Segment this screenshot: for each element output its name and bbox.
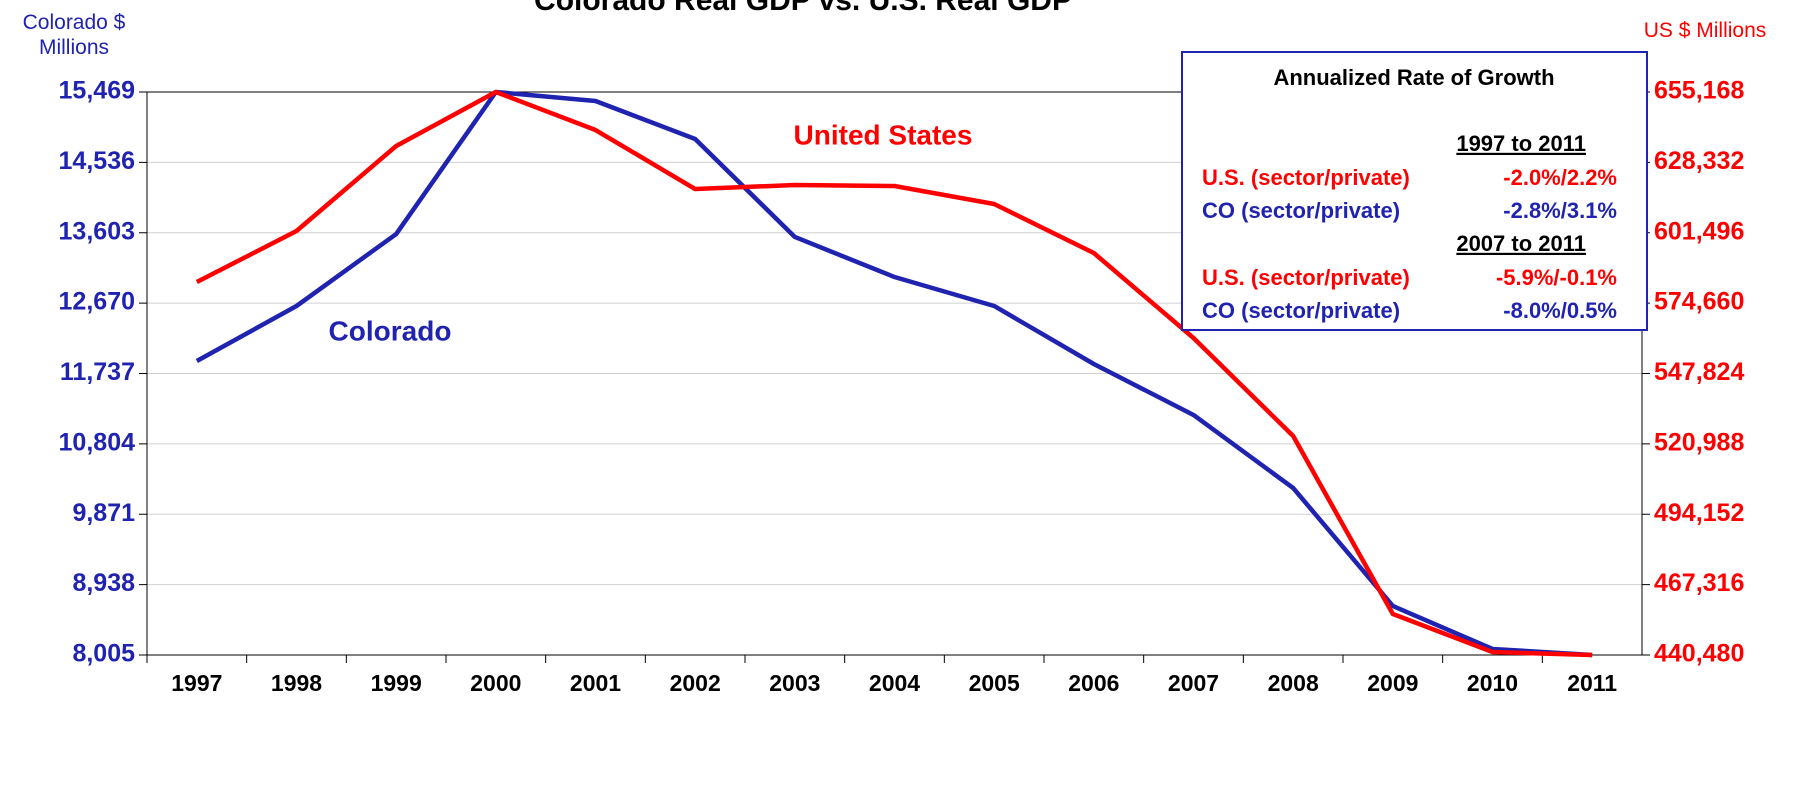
x-tick-label: 2000 <box>470 670 521 696</box>
y-tick-label: 11,737 <box>60 358 135 386</box>
y-axis-label: Colorado $ Millions <box>22 11 126 60</box>
y-tick-label: 10,804 <box>59 428 136 456</box>
y2-tick-label: 628,332 <box>1654 147 1744 175</box>
series-label: Colorado <box>329 315 452 346</box>
growth-row-label: U.S. (sector/private) <box>1202 165 1410 190</box>
growth-period: 2007 to 2011 <box>1456 231 1586 256</box>
plot-frame <box>146 91 1643 656</box>
y2-tick-label: 520,988 <box>1654 428 1744 456</box>
x-tick-label: 2007 <box>1168 670 1219 696</box>
series-label: United States <box>794 119 973 150</box>
growth-box-title: Annualized Rate of Growth <box>1273 65 1554 90</box>
x-tick-label: 1999 <box>371 670 422 696</box>
y2-tick-label: 440,480 <box>1654 640 1744 668</box>
y-tick-label: 12,670 <box>59 288 135 316</box>
line <box>195 89 1593 658</box>
y2-tick-label: 601,496 <box>1654 217 1744 245</box>
x-tick-label: 2009 <box>1367 670 1418 696</box>
y2-tick-label: 467,316 <box>1654 569 1744 597</box>
growth-row-value: -2.8%/3.1% <box>1503 198 1617 223</box>
y2-tick-label: 494,152 <box>1654 499 1744 527</box>
y-tick-label: 13,603 <box>59 217 135 245</box>
growth-row-value: -8.0%/0.5% <box>1503 298 1617 323</box>
chart-title: Colorado Real GDP vs. U.S. Real GDP <box>534 0 1072 17</box>
x-tick-label: 1998 <box>271 670 322 696</box>
x-tick-label: 2005 <box>969 670 1020 696</box>
growth-row-value: -5.9%/-0.1% <box>1496 265 1617 290</box>
growth-row-value: -2.0%/2.2% <box>1503 165 1617 190</box>
y-tick-label: 8,938 <box>72 569 135 597</box>
x-tick-label: 1997 <box>171 670 222 696</box>
y2-tick-label: 655,168 <box>1654 77 1744 105</box>
growth-row-label: CO (sector/private) <box>1202 298 1400 323</box>
growth-box <box>1181 51 1648 331</box>
x-tick-label: 2001 <box>570 670 621 696</box>
line <box>195 89 1593 658</box>
growth-row-label: CO (sector/private) <box>1202 198 1400 223</box>
x-tick-label: 2011 <box>1567 670 1617 696</box>
y-tick-label: 15,469 <box>59 77 135 105</box>
y2-tick-label: 574,660 <box>1654 288 1744 316</box>
y-tick-label: 8,005 <box>72 640 135 668</box>
y2-tick-label: 547,824 <box>1654 358 1744 386</box>
x-tick-label: 2003 <box>769 670 820 696</box>
x-tick-label: 2006 <box>1068 670 1119 696</box>
growth-period: 1997 to 2011 <box>1456 131 1586 156</box>
x-tick-label: 2002 <box>670 670 721 696</box>
x-tick-label: 2004 <box>869 670 920 696</box>
growth-row-label: U.S. (sector/private) <box>1202 265 1410 290</box>
x-tick-label: 2010 <box>1467 670 1518 696</box>
y-tick-label: 9,871 <box>72 499 135 527</box>
x-tick-label: 2008 <box>1268 670 1319 696</box>
y-tick-label: 14,536 <box>59 147 135 175</box>
y2-axis-label: US $ Millions <box>1643 19 1767 42</box>
